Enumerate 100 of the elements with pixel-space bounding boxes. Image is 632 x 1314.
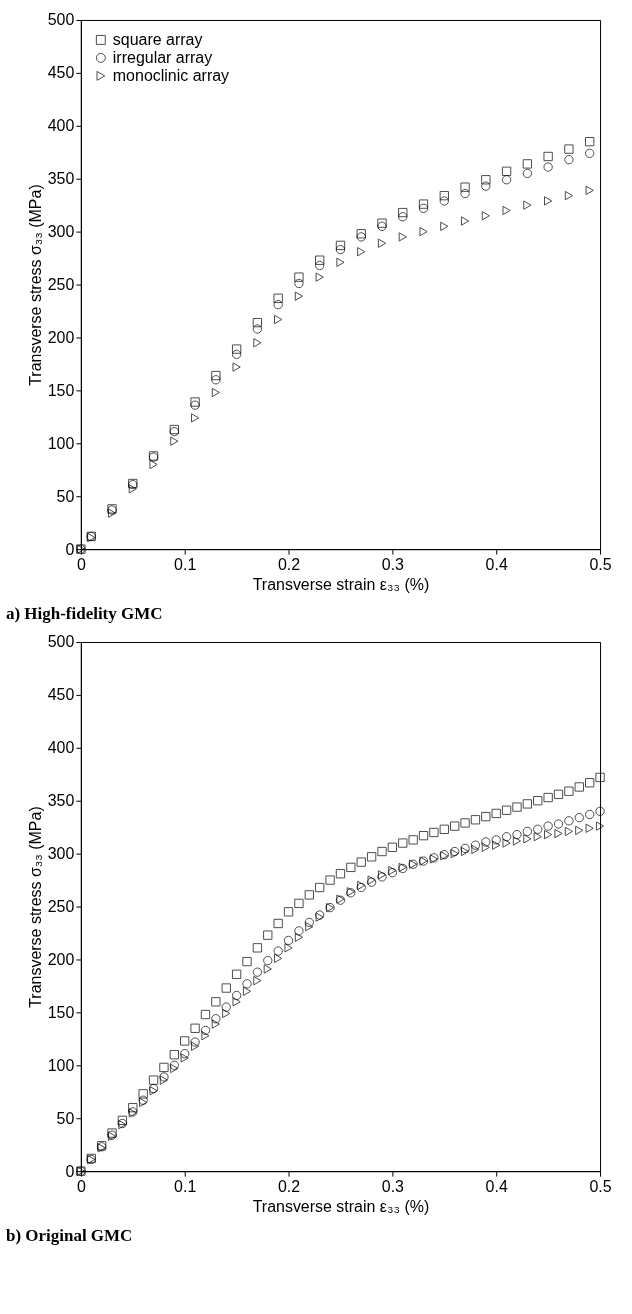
- point: [439, 190, 449, 201]
- y-tick-label: 300: [47, 845, 75, 863]
- point: [491, 835, 501, 845]
- point: [294, 272, 304, 282]
- point: [543, 821, 553, 831]
- y-tick-label: 250: [47, 898, 75, 916]
- point: [502, 205, 511, 216]
- point: [512, 829, 522, 840]
- point: [305, 921, 314, 932]
- point: [564, 816, 574, 826]
- point: [180, 1036, 190, 1046]
- x-tick-label: 0: [76, 1177, 86, 1195]
- y-tick-label: 300: [47, 223, 75, 241]
- point: [501, 832, 512, 842]
- point: [450, 821, 460, 831]
- point: [222, 1008, 231, 1019]
- point: [263, 964, 272, 974]
- point: [564, 154, 574, 165]
- point: [315, 272, 324, 282]
- point: [481, 175, 491, 185]
- point: [242, 986, 252, 996]
- point: [221, 1002, 231, 1012]
- point: [491, 808, 501, 819]
- point: [169, 1050, 179, 1060]
- point: [335, 240, 346, 251]
- point: [440, 221, 449, 232]
- point: [481, 811, 491, 822]
- point: [512, 802, 522, 812]
- point: [501, 175, 512, 185]
- x-tick-label: 0.1: [174, 1177, 197, 1195]
- point: [522, 168, 533, 179]
- y-tick-label: 500: [47, 11, 75, 29]
- point: [439, 824, 449, 834]
- x-axis-title: Transverse strain ε₃₃ (%): [252, 1197, 430, 1215]
- point: [231, 349, 242, 360]
- point: [242, 956, 252, 967]
- point: [148, 1075, 159, 1085]
- point: [398, 232, 407, 242]
- point: [315, 882, 325, 893]
- point: [294, 926, 304, 936]
- y-axis-title: Transverse stress σ₃₃ (MPa): [26, 806, 44, 1008]
- point: [575, 825, 584, 836]
- point: [294, 898, 304, 909]
- point: [200, 1025, 211, 1036]
- point: [481, 181, 491, 191]
- point: [231, 990, 242, 1001]
- point: [553, 819, 564, 829]
- point: [252, 967, 263, 977]
- point: [398, 207, 408, 218]
- point: [564, 144, 574, 154]
- point: [211, 997, 221, 1007]
- point: [522, 159, 533, 169]
- point: [273, 299, 283, 310]
- point: [274, 953, 283, 964]
- point: [190, 1037, 200, 1047]
- point: [211, 387, 220, 398]
- x-tick-label: 0.2: [277, 1177, 301, 1195]
- point: [263, 955, 273, 966]
- point: [190, 413, 200, 423]
- point: [273, 293, 283, 303]
- point: [584, 809, 595, 820]
- point: [584, 136, 595, 147]
- point: [336, 257, 345, 267]
- point: [585, 185, 594, 196]
- point: [315, 255, 325, 265]
- point: [335, 244, 346, 255]
- point: [159, 1062, 169, 1073]
- point: [523, 200, 532, 210]
- point: [585, 823, 594, 833]
- point: [460, 182, 470, 192]
- point: [253, 338, 262, 348]
- point: [170, 1063, 179, 1074]
- point: [502, 838, 511, 848]
- point: [470, 815, 481, 825]
- point: [470, 840, 481, 850]
- y-tick-label: 400: [47, 117, 75, 135]
- point: [231, 969, 242, 979]
- y-tick-label: 150: [47, 381, 75, 399]
- point: [252, 324, 263, 334]
- y-tick-label: 400: [47, 739, 75, 757]
- point: [117, 1115, 128, 1126]
- point: [128, 1102, 138, 1113]
- point: [533, 796, 543, 806]
- x-tick-label: 0.4: [485, 1177, 508, 1195]
- point: [263, 930, 273, 940]
- y-tick-label: 50: [56, 1109, 75, 1127]
- point: [501, 166, 512, 176]
- point: [366, 852, 377, 862]
- point: [200, 1009, 211, 1020]
- x-tick-label: 0.3: [381, 1177, 405, 1195]
- point: [315, 260, 325, 271]
- point: [356, 857, 366, 867]
- x-tick-label: 0.3: [381, 555, 405, 573]
- point: [418, 203, 429, 214]
- point: [149, 459, 158, 470]
- x-axis-title: Transverse strain ε₃₃ (%): [252, 575, 430, 593]
- point: [544, 829, 553, 840]
- point: [232, 997, 241, 1007]
- point: [439, 196, 449, 206]
- x-tick-label: 0.1: [174, 555, 197, 573]
